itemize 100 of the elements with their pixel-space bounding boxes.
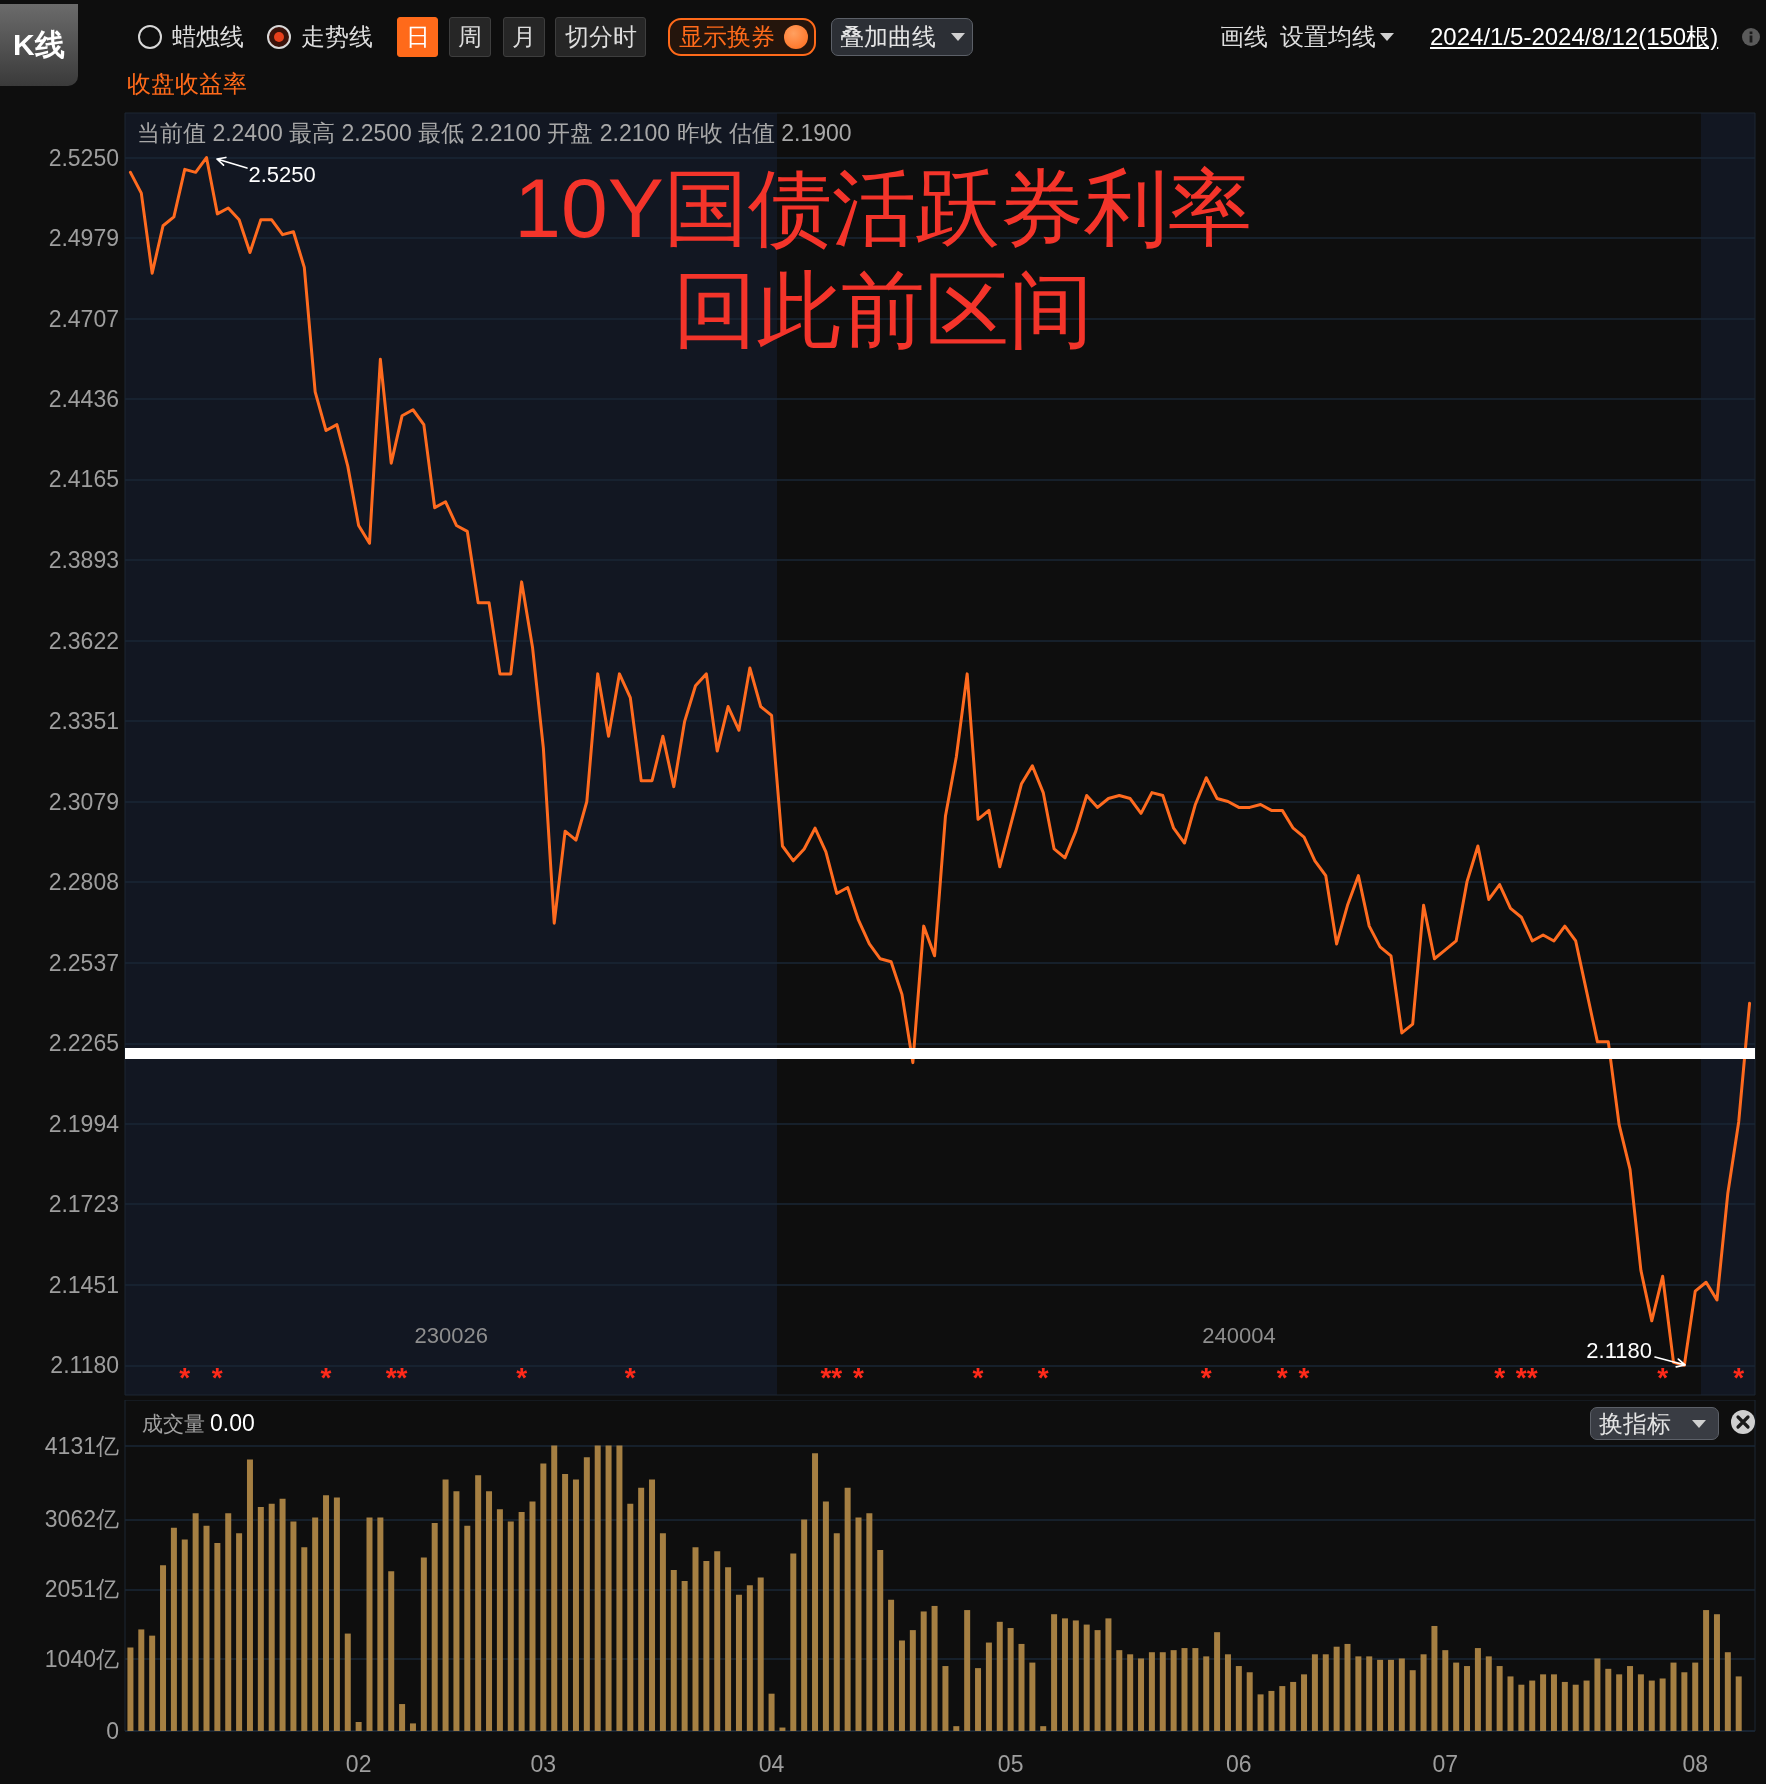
y-tick-label: 4131亿: [44, 1432, 119, 1459]
bar: [768, 1693, 775, 1731]
bar: [1344, 1643, 1351, 1731]
annotation: *: [624, 1361, 636, 1393]
bar: [1735, 1676, 1742, 1731]
bar: [1377, 1659, 1384, 1731]
y-tick-label: 2.5250: [48, 144, 119, 171]
annotation: *: [1276, 1361, 1288, 1393]
bar: [714, 1551, 721, 1731]
bar: [388, 1571, 395, 1731]
bar: [1431, 1625, 1438, 1731]
bar: [1170, 1650, 1177, 1731]
y-tick-label: 2.1180: [50, 1352, 119, 1379]
annotation: *: [853, 1361, 864, 1393]
bar: [1627, 1666, 1634, 1731]
bar: [236, 1533, 243, 1731]
x-tick-label: 08: [1682, 1750, 1709, 1777]
bar: [920, 1611, 927, 1731]
bar: [1572, 1684, 1579, 1731]
bar: [1192, 1648, 1199, 1731]
bar: [1214, 1632, 1221, 1731]
bar: [1040, 1726, 1047, 1731]
bar: [1550, 1674, 1557, 1731]
bar: [1235, 1666, 1242, 1731]
bar: [377, 1517, 384, 1731]
annotation: 240004: [1202, 1323, 1276, 1348]
bar: [225, 1513, 232, 1731]
annotation: *: [1733, 1361, 1745, 1393]
bar: [1637, 1674, 1644, 1731]
annotation: *: [1494, 1361, 1506, 1393]
bar: [725, 1567, 732, 1731]
bar: [681, 1581, 688, 1731]
bar: [475, 1475, 482, 1731]
bar: [583, 1457, 590, 1731]
bar: [1670, 1662, 1677, 1731]
bar: [312, 1517, 319, 1731]
bar: [268, 1503, 275, 1731]
bar: [1301, 1674, 1308, 1731]
bar: [1246, 1672, 1253, 1731]
bar: [1148, 1652, 1155, 1731]
bar: [659, 1533, 666, 1731]
y-tick-label: 2.4165: [48, 466, 119, 493]
bar: [1724, 1652, 1731, 1731]
bar: [953, 1726, 960, 1731]
bar: [453, 1491, 460, 1731]
bar: [1583, 1680, 1590, 1731]
text: 10Y国债活跃券利率: [514, 161, 1252, 255]
bar: [551, 1445, 558, 1731]
bar: [160, 1565, 167, 1731]
y-tick-label: 2.3893: [48, 547, 119, 574]
y-tick-label: 2.2537: [48, 949, 119, 976]
y-tick-label: 2.1451: [48, 1271, 119, 1298]
bar: [420, 1557, 427, 1731]
bar: [1181, 1648, 1188, 1731]
y-tick-label: 2.2265: [48, 1030, 119, 1057]
bar: [1713, 1614, 1720, 1731]
bar: [833, 1533, 840, 1731]
bar: [1409, 1670, 1416, 1731]
bar: [290, 1521, 297, 1731]
annotation: *: [1037, 1361, 1049, 1393]
bar: [1029, 1662, 1036, 1731]
bar: [866, 1513, 873, 1731]
annotation: *: [1298, 1361, 1310, 1393]
bar: [170, 1527, 177, 1731]
bar: [822, 1501, 829, 1731]
bar: [616, 1445, 623, 1731]
bar: [149, 1635, 156, 1731]
y-tick-label: 2.1994: [48, 1110, 120, 1137]
bar: [649, 1479, 656, 1731]
text: 走势线: [301, 23, 373, 50]
bar: [1083, 1624, 1090, 1731]
bar: [1018, 1643, 1025, 1731]
bar: [638, 1487, 645, 1731]
bar: [1659, 1678, 1666, 1731]
bar: [1051, 1614, 1058, 1731]
bar: [192, 1513, 199, 1731]
bar: [1464, 1666, 1471, 1731]
text: 画线: [1220, 23, 1268, 50]
bar: [1703, 1610, 1710, 1731]
bar: [670, 1569, 677, 1731]
bar: [855, 1517, 862, 1731]
bar: [366, 1517, 373, 1731]
y-tick-label: 2.4436: [48, 386, 119, 413]
annotation: 当前值 2.2400 最高 2.2500 最低 2.2100 开盘 2.2100 昨收 估值 2.1900: [137, 119, 852, 146]
bar: [257, 1507, 264, 1731]
bar: [442, 1479, 449, 1731]
bar: [1681, 1672, 1688, 1731]
tab-button: K线: [0, 4, 78, 86]
bar: [355, 1722, 362, 1731]
bar: [507, 1521, 514, 1731]
annotation: *: [1515, 1361, 1527, 1393]
y-tick-label: 2.4979: [48, 224, 119, 251]
bar: [1518, 1684, 1525, 1731]
annotation: *: [831, 1361, 843, 1393]
bar: [1605, 1668, 1612, 1731]
bar: [1268, 1690, 1275, 1731]
bar: [399, 1704, 406, 1731]
annotation: *: [396, 1361, 408, 1393]
bar: [985, 1642, 992, 1731]
bar: [812, 1453, 819, 1731]
